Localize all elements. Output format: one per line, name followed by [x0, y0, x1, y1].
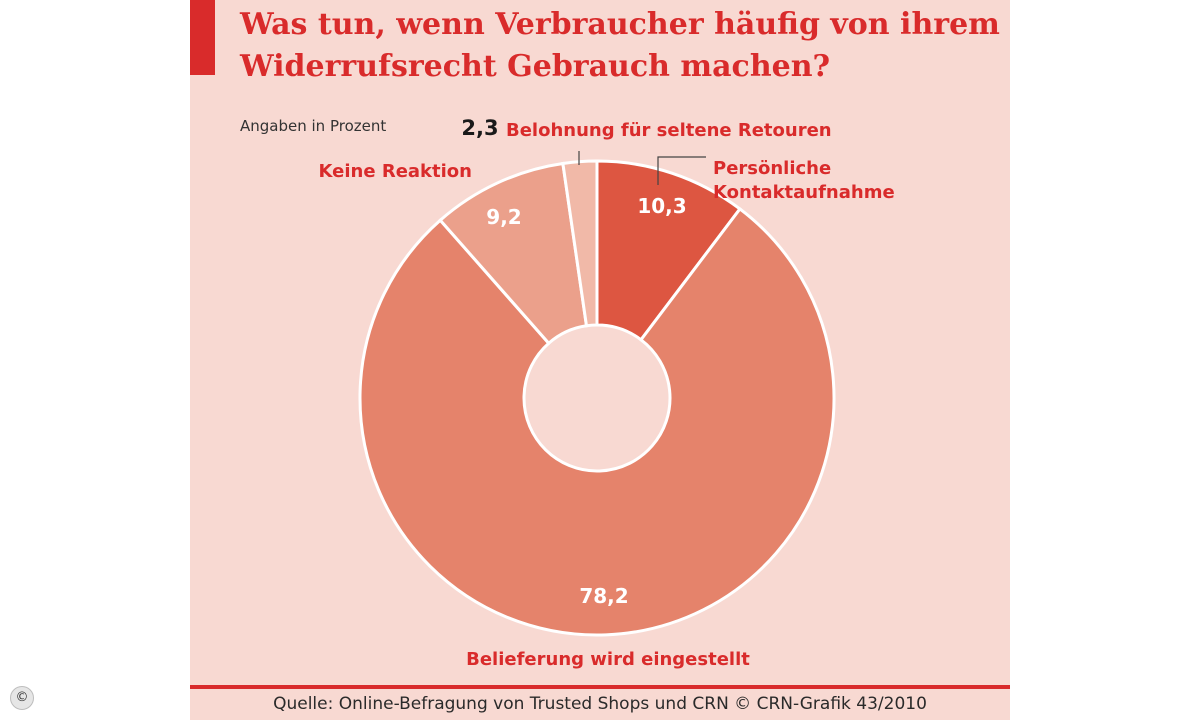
slice-2 [438, 161, 589, 346]
source-note: Quelle: Online-Befragung von Trusted Sho… [273, 694, 927, 714]
slice-category-label-1: Belieferung wird eingestellt [466, 649, 750, 670]
chart-subtitle: Angaben in Prozent [240, 117, 387, 135]
slice-category-label-line: Belieferung wird eingestellt [466, 649, 750, 670]
slice-value-label-0: 10,3 [637, 194, 686, 218]
chart-title: Was tun, wenn Verbraucher häufig von ihr… [240, 7, 1000, 84]
leader-line-0 [657, 156, 706, 185]
slice-value-label-3: 2,3 [461, 116, 498, 140]
slice-category-label-line: Kontaktaufnahme [713, 182, 895, 203]
slice-1 [358, 206, 836, 637]
donut-leader-lines [578, 151, 706, 185]
donut-category-labels: Persönliche Kontaktaufnahme Belieferung wi… [319, 120, 895, 670]
slice-category-label-2: Keine Reaktion [319, 161, 472, 182]
slice-3 [561, 159, 599, 328]
donut-slices [358, 159, 836, 637]
source-divider [190, 685, 1010, 689]
slice-category-label-line: Persönliche [713, 158, 831, 179]
slice-value-label-1: 78,2 [579, 584, 628, 608]
donut-value-labels: 10,3 78,2 9,2 2,3 [461, 116, 686, 608]
slice-0 [595, 159, 742, 342]
copyright-icon[interactable]: © [10, 686, 34, 710]
slice-value-label-2: 9,2 [486, 205, 521, 229]
slice-category-label-line: Belohnung für seltene Retouren [506, 120, 832, 141]
title-accent-bar [190, 0, 215, 75]
slice-category-label-3: Belohnung für seltene Retouren [506, 120, 832, 141]
slice-category-label-0: Persönliche Kontaktaufnahme [713, 158, 895, 203]
slice-category-label-line: Keine Reaktion [319, 161, 472, 182]
